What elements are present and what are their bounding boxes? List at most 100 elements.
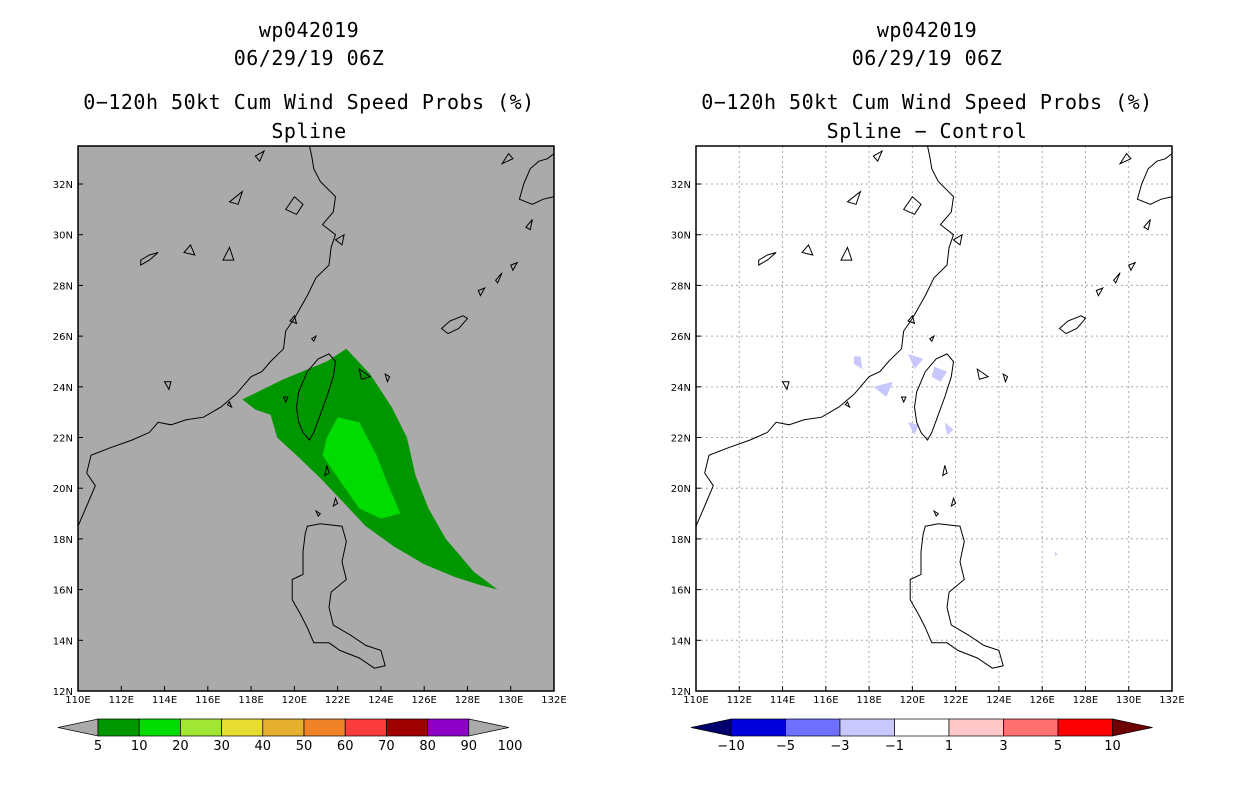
coastline-island: [902, 195, 922, 216]
y-tick-label: 22N: [671, 434, 691, 445]
coastline-island: [163, 381, 172, 391]
storm-id: wp042019: [876, 18, 978, 42]
colorbar-segment: [262, 718, 305, 737]
x-tick-label: 132E: [1159, 695, 1184, 706]
probability-region: [1055, 551, 1058, 557]
y-tick-label: 22N: [53, 434, 73, 445]
colorbar-segment: [138, 718, 181, 737]
x-tick-label: 114E: [152, 695, 177, 706]
x-tick-label: 128E: [1073, 695, 1098, 706]
coastline-island: [950, 496, 957, 508]
datetime: 06/29/19 06Z: [233, 46, 385, 70]
probability-region: [853, 356, 863, 370]
coastline-taiwan: [913, 353, 955, 441]
y-tick-label: 24N: [53, 383, 73, 394]
datetime: 06/29/19 06Z: [851, 46, 1003, 70]
coastline-island: [310, 334, 318, 343]
x-tick-label: 122E: [325, 695, 350, 706]
colorbar-label: 40: [255, 739, 272, 754]
coastline-luzon: [291, 523, 386, 669]
coastline-island: [334, 233, 345, 246]
colorbar-label: 70: [378, 739, 395, 754]
left-panel: wp042019 06/29/19 06Z 0−120h 50kt Cum Wi…: [53, 18, 567, 754]
coastline-island: [1143, 219, 1151, 231]
coastline-island: [440, 315, 469, 335]
coastline-island: [323, 465, 330, 477]
coastline-island: [758, 252, 777, 266]
y-tick-label: 28N: [671, 281, 691, 292]
x-tick-label: 110E: [65, 695, 90, 706]
x-tick-label: 120E: [282, 695, 307, 706]
colorbar-under-arrow: [690, 718, 732, 737]
product-title: 0−120h 50kt Cum Wind Speed Probs (%): [83, 90, 535, 114]
coastline-island: [844, 401, 851, 409]
y-tick-label: 32N: [53, 180, 73, 191]
y-tick-label: 12N: [53, 687, 73, 698]
y-tick-label: 16N: [671, 586, 691, 597]
coastline-island: [976, 367, 990, 380]
colorbar-segment: [386, 718, 428, 737]
coastline-island: [1058, 315, 1087, 335]
colorbar-segment: [730, 718, 786, 737]
x-tick-label: 116E: [195, 695, 220, 706]
storm-id: wp042019: [258, 18, 360, 42]
colorbar-segment: [221, 718, 264, 737]
coastline-island: [846, 190, 862, 205]
coastline-island: [500, 152, 514, 165]
colorbar-segment: [948, 718, 1004, 737]
colorbar-over-arrow: [1112, 718, 1153, 737]
colorbar-label: 100: [498, 739, 523, 754]
y-tick-label: 18N: [53, 535, 73, 546]
coastline-island: [358, 367, 372, 380]
colorbar-segment: [1003, 718, 1059, 737]
y-tick-label: 30N: [671, 231, 691, 242]
colorbar-label: 10: [131, 739, 148, 754]
colorbar-segment: [1057, 718, 1113, 737]
coastline-island: [314, 509, 322, 518]
x-tick-label: 130E: [1116, 695, 1141, 706]
coastline-island: [1128, 261, 1137, 272]
colorbar-segment: [839, 718, 895, 737]
coastline-island: [494, 272, 503, 284]
coastline-island: [140, 252, 159, 266]
x-tick-label: 126E: [1029, 695, 1054, 706]
colorbar-segment: [180, 718, 222, 737]
coastline-island: [872, 149, 884, 163]
y-tick-label: 32N: [671, 180, 691, 191]
coastline-island: [183, 243, 196, 256]
coastline-island: [900, 396, 907, 404]
probability-region: [944, 422, 954, 435]
x-tick-label: 128E: [455, 695, 480, 706]
coastline-island: [907, 314, 916, 325]
x-tick-label: 130E: [498, 695, 523, 706]
coastline-island: [941, 465, 948, 477]
coastline-island: [840, 246, 853, 261]
x-tick-label: 110E: [683, 695, 708, 706]
y-tick-label: 14N: [671, 636, 691, 647]
x-tick-label: 114E: [770, 695, 795, 706]
y-tick-label: 14N: [53, 636, 73, 647]
coastline-island: [226, 401, 233, 409]
colorbar-segment: [894, 718, 950, 737]
coastline-island: [525, 219, 533, 231]
colorbar-label: 1: [945, 739, 953, 754]
colorbar-segment: [427, 718, 470, 737]
probability-region: [908, 422, 919, 435]
colorbar-label: 60: [337, 739, 354, 754]
coastline-island: [928, 334, 936, 343]
colorbar-label: 10: [1104, 739, 1121, 754]
colorbar-label: 90: [461, 739, 478, 754]
coastline-island: [952, 233, 963, 246]
subtitle: Spline − Control: [826, 119, 1028, 143]
coastline-island: [781, 381, 790, 391]
colorbar-under-arrow: [57, 718, 99, 737]
coastline-island: [228, 190, 244, 205]
coastline-island: [1112, 272, 1121, 284]
x-tick-label: 118E: [856, 695, 881, 706]
subtitle: Spline: [271, 119, 347, 143]
x-tick-label: 120E: [900, 695, 925, 706]
coastline-asia: [695, 145, 955, 527]
y-tick-label: 20N: [53, 484, 73, 495]
y-tick-label: 12N: [671, 687, 691, 698]
colorbar-label: 5: [1054, 739, 1062, 754]
